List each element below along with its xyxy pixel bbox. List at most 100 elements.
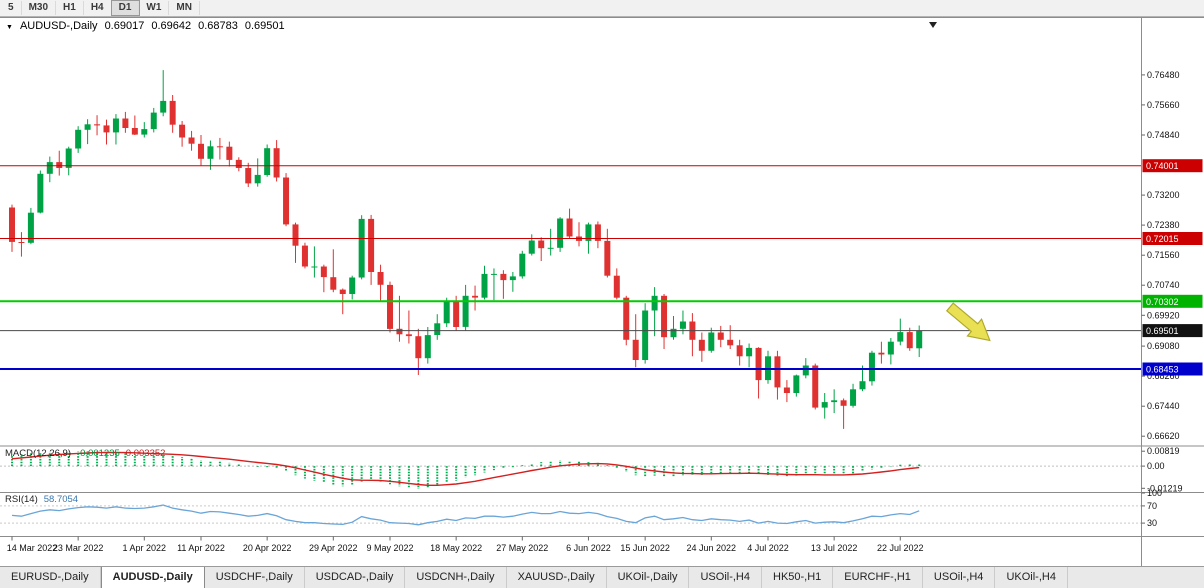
- candle-body: [179, 124, 186, 138]
- candle-body: [868, 352, 875, 382]
- macd-axis-label: 0.00819: [1147, 446, 1180, 456]
- candle-body: [916, 330, 923, 349]
- macd-name: MACD(12,26,9): [5, 448, 71, 459]
- ohlc-close: 0.69501: [244, 20, 285, 32]
- candle-body: [755, 347, 762, 381]
- candle-body: [462, 295, 469, 327]
- candle-body: [821, 402, 828, 408]
- candle-body: [396, 328, 403, 335]
- pane-separators: [0, 17, 1204, 566]
- timeframe-button-w1[interactable]: W1: [139, 1, 170, 15]
- candle-body: [264, 148, 271, 175]
- candle-body: [661, 295, 668, 338]
- candle-body: [887, 341, 894, 355]
- candle-body: [642, 310, 649, 360]
- candle-body: [774, 356, 781, 388]
- chart-tab-ukoil-h4[interactable]: UKOil-,H4: [995, 567, 1068, 588]
- candle-body: [207, 146, 214, 159]
- candle-body: [472, 295, 479, 298]
- x-axis-label: 13 Jul 2022: [811, 543, 858, 553]
- macd-signal-line: [11, 451, 920, 486]
- candle-body: [783, 387, 790, 393]
- price-badge-label: 0.74001: [1146, 161, 1179, 171]
- chart-tab-usdchf-daily[interactable]: USDCHF-,Daily: [205, 567, 305, 588]
- y-axis-label: 0.71560: [1147, 250, 1180, 260]
- candle-body: [557, 218, 564, 248]
- candle-body: [415, 336, 422, 359]
- y-axis-label: 0.75660: [1147, 100, 1180, 110]
- chart-canvas[interactable]: 0.76480 0.75660 0.74840 0.73200 0.72380 0.715…: [0, 17, 1204, 566]
- candle-body: [169, 100, 176, 125]
- macd-axis-label: 0.00: [1147, 461, 1165, 471]
- candle-body: [122, 118, 129, 128]
- y-axis-label: 0.76480: [1147, 70, 1180, 80]
- candle-body: [9, 207, 15, 242]
- candle-body: [698, 339, 705, 351]
- x-axis-label: 29 Apr 2022: [309, 543, 358, 553]
- timeframe-button-d1[interactable]: D1: [110, 0, 141, 16]
- candle-body: [717, 332, 724, 340]
- chart-tab-eurusd-daily[interactable]: EURUSD-,Daily: [0, 567, 101, 588]
- chart-tab-xauusd-daily[interactable]: XAUUSD-,Daily: [507, 567, 607, 588]
- annotations: [929, 22, 997, 349]
- candle-body: [793, 375, 800, 393]
- candle-body: [519, 253, 526, 277]
- candle-body: [878, 352, 885, 355]
- candle-body: [283, 177, 290, 225]
- chart-tab-usdcad-daily[interactable]: USDCAD-,Daily: [305, 567, 406, 588]
- chart-window: 0.76480 0.75660 0.74840 0.73200 0.72380 0.715…: [0, 17, 1204, 566]
- candle-body: [840, 400, 847, 406]
- candle-body: [443, 301, 450, 324]
- x-axis-label: 11 Apr 2022: [177, 543, 225, 553]
- level-lines: [0, 165, 1142, 370]
- chart-tab-usoil-h4[interactable]: USOil-,H4: [923, 567, 996, 588]
- chart-tab-usdcnh-daily[interactable]: USDCNH-,Daily: [405, 567, 507, 588]
- y-axis-label: 0.67440: [1147, 401, 1180, 411]
- y-axis-label: 0.72380: [1147, 220, 1180, 230]
- y-axis: 0.76480 0.75660 0.74840 0.73200 0.72380 0.715…: [1141, 70, 1180, 441]
- price-badge: [1142, 362, 1203, 376]
- candle-body: [358, 218, 365, 278]
- timeframe-toolbar: 5 M30 H1 H4 D1 W1 MN: [0, 0, 1204, 17]
- candle-body: [679, 321, 686, 329]
- candle-body: [112, 118, 119, 133]
- timeframe-button-h4[interactable]: H4: [84, 1, 112, 15]
- y-axis-label: 0.69920: [1147, 310, 1180, 320]
- candle-body: [670, 328, 677, 338]
- candle-body: [746, 347, 753, 357]
- candle-body: [320, 266, 327, 278]
- macd-layer: [0, 451, 1142, 489]
- x-axis-label: 15 Jun 2022: [620, 543, 670, 553]
- timeframe-button-mn[interactable]: MN: [169, 1, 200, 15]
- candle-body: [500, 273, 507, 281]
- timeframe-button-h1[interactable]: H1: [56, 1, 84, 15]
- timeframe-button-5[interactable]: 5: [1, 1, 22, 15]
- price-badge-label: 0.72015: [1146, 234, 1179, 244]
- candle-body: [198, 143, 204, 159]
- candle-body: [424, 335, 431, 359]
- chart-tab-audusd-daily[interactable]: AUDUSD-,Daily: [100, 567, 205, 588]
- chart-tab-eurchf-h1[interactable]: EURCHF-,H1: [833, 567, 923, 588]
- x-axis-label: 4 Jul 2022: [747, 543, 789, 553]
- chart-tab-hk50-h1[interactable]: HK50-,H1: [762, 567, 834, 588]
- candle-body: [368, 218, 375, 272]
- candle-body: [18, 242, 25, 243]
- x-axis-label: 22 Jul 2022: [877, 543, 924, 553]
- down-arrow-annotation[interactable]: [943, 299, 997, 349]
- candle-body: [292, 224, 299, 246]
- chart-tab-usoil-h4[interactable]: USOil-,H4: [689, 567, 762, 588]
- candle-body: [434, 323, 441, 335]
- candle-body: [727, 339, 734, 346]
- candle-body: [708, 332, 715, 351]
- price-badge: [1142, 324, 1203, 338]
- candle-body: [27, 212, 34, 243]
- candle-body: [906, 332, 913, 349]
- rsi-value: 58.7054: [43, 494, 79, 505]
- rsi-axis-label: 100: [1147, 488, 1162, 498]
- x-axis-label: 1 Apr 2022: [123, 543, 167, 553]
- price-badge: [1142, 159, 1203, 173]
- chart-symbol: AUDUSD-,Daily: [19, 20, 98, 32]
- timeframe-button-m30[interactable]: M30: [22, 1, 57, 15]
- candle-body: [330, 277, 337, 290]
- chart-tab-ukoil-daily[interactable]: UKOil-,Daily: [607, 567, 690, 588]
